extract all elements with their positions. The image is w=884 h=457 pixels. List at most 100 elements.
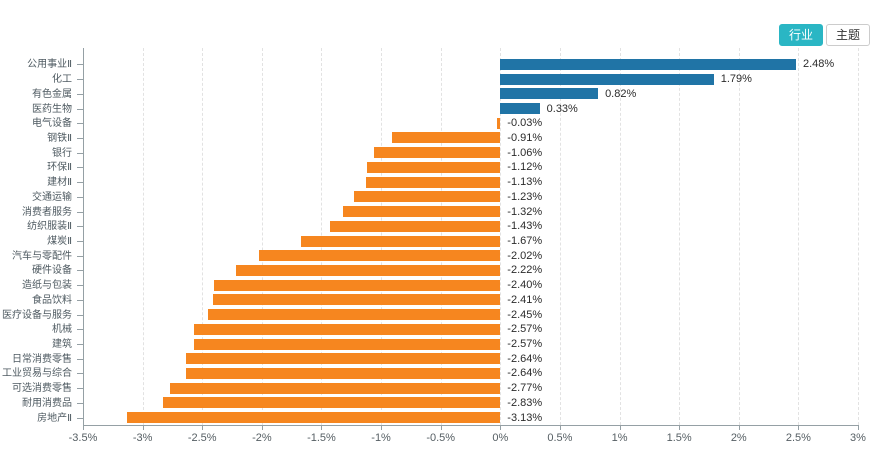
grid-line — [679, 48, 681, 425]
grid-line — [559, 48, 561, 425]
x-axis-tick — [321, 425, 323, 430]
category-label: 可选消费零售 — [12, 383, 72, 395]
category-label: 银行 — [52, 147, 72, 159]
category-label: 公用事业Ⅱ — [27, 59, 72, 71]
x-tick-label: 0% — [492, 432, 509, 444]
y-axis-tick — [77, 285, 83, 287]
y-axis-tick — [77, 152, 83, 154]
x-axis-tick — [202, 425, 204, 430]
grid-line — [858, 48, 859, 425]
category-label: 医疗设备与服务 — [2, 309, 72, 321]
bar[interactable] — [500, 88, 599, 100]
bar-value-label: -1.12% — [507, 161, 543, 174]
category-label: 医药生物 — [32, 103, 72, 115]
bar[interactable] — [214, 279, 501, 291]
bar-value-label: -2.64% — [507, 367, 543, 380]
x-axis-tick — [440, 425, 442, 430]
bar[interactable] — [500, 103, 540, 115]
category-label: 食品饮料 — [32, 294, 72, 306]
bar[interactable] — [212, 294, 501, 306]
category-label: 消费者服务 — [22, 206, 72, 218]
category-label: 有色金属 — [32, 88, 72, 100]
y-axis-tick — [77, 402, 83, 404]
bar-value-label: -2.83% — [507, 396, 543, 409]
bar-value-label: 0.33% — [546, 102, 578, 115]
x-tick-label: 1% — [611, 432, 628, 444]
category-label: 建材Ⅱ — [47, 177, 72, 189]
bar[interactable] — [162, 397, 501, 409]
bar[interactable] — [185, 367, 501, 379]
bar-value-label: -0.91% — [507, 131, 543, 144]
category-label: 工业贸易与综合 — [2, 368, 72, 380]
y-axis-tick — [77, 79, 83, 81]
x-tick-label: -1% — [371, 432, 391, 444]
x-tick-label: 0.5% — [547, 432, 573, 444]
bar[interactable] — [235, 264, 501, 276]
x-tick-label: -2.5% — [187, 432, 217, 444]
y-axis-tick — [77, 226, 83, 228]
bar[interactable] — [365, 176, 501, 188]
bar[interactable] — [193, 338, 501, 350]
bar[interactable] — [301, 235, 501, 247]
category-label: 建筑 — [52, 339, 72, 351]
bar-value-label: -1.06% — [507, 146, 543, 159]
bar[interactable] — [366, 161, 501, 173]
x-tick-label: -3% — [132, 432, 153, 444]
y-axis-tick — [77, 137, 83, 139]
bar-value-label: -2.64% — [507, 352, 543, 365]
category-label: 日常消费零售 — [12, 353, 72, 365]
x-axis-tick — [798, 425, 800, 430]
bar[interactable] — [193, 323, 501, 335]
category-label: 耐用消费品 — [22, 397, 72, 409]
x-axis-tick — [500, 425, 502, 430]
view-toggle-group: 行业 主题 — [778, 24, 870, 46]
bar[interactable] — [373, 147, 501, 159]
bar[interactable] — [391, 132, 501, 144]
bar[interactable] — [185, 353, 501, 365]
category-label: 纺织服装Ⅱ — [27, 221, 72, 233]
y-axis-tick — [77, 417, 83, 419]
bar[interactable] — [259, 250, 501, 262]
y-axis-tick — [77, 314, 83, 316]
tab-theme[interactable]: 主题 — [825, 24, 870, 46]
bar[interactable] — [353, 191, 501, 203]
x-axis-tick — [83, 425, 84, 430]
x-axis-tick — [619, 425, 621, 430]
y-axis-tick — [77, 182, 83, 184]
bar[interactable] — [329, 220, 501, 232]
tab-industry[interactable]: 行业 — [778, 24, 823, 46]
y-axis-tick — [77, 93, 83, 95]
bar-value-label: -2.40% — [507, 279, 543, 292]
bar[interactable] — [170, 382, 501, 394]
bar[interactable] — [127, 412, 501, 424]
x-axis-tick — [679, 425, 681, 430]
x-tick-label: 2.5% — [785, 432, 811, 444]
bar[interactable] — [496, 117, 501, 129]
bar[interactable] — [500, 73, 714, 85]
bar[interactable] — [208, 309, 501, 321]
y-axis-tick — [77, 196, 83, 198]
category-label: 交通运输 — [32, 191, 72, 203]
y-axis-tick — [77, 255, 83, 257]
bar-value-label: -2.57% — [507, 338, 543, 351]
y-axis-tick — [77, 388, 83, 390]
x-tick-label: -3.5% — [68, 432, 98, 444]
x-axis-tick — [858, 425, 859, 430]
bar-value-label: -0.03% — [507, 117, 543, 130]
bar-value-label: -1.32% — [507, 205, 543, 218]
bar-value-label: 0.82% — [605, 87, 637, 100]
bar-value-label: -2.45% — [507, 308, 543, 321]
grid-line — [619, 48, 621, 425]
grid-line — [798, 48, 800, 425]
y-axis-tick — [77, 373, 83, 375]
grid-line — [202, 48, 204, 425]
bar[interactable] — [500, 58, 796, 70]
bar[interactable] — [342, 206, 501, 218]
x-axis-tick — [559, 425, 561, 430]
bar-value-label: -2.77% — [507, 382, 543, 395]
x-axis-tick — [738, 425, 740, 430]
category-label: 钢铁Ⅱ — [47, 132, 72, 144]
bar-value-label: -2.22% — [507, 264, 543, 277]
